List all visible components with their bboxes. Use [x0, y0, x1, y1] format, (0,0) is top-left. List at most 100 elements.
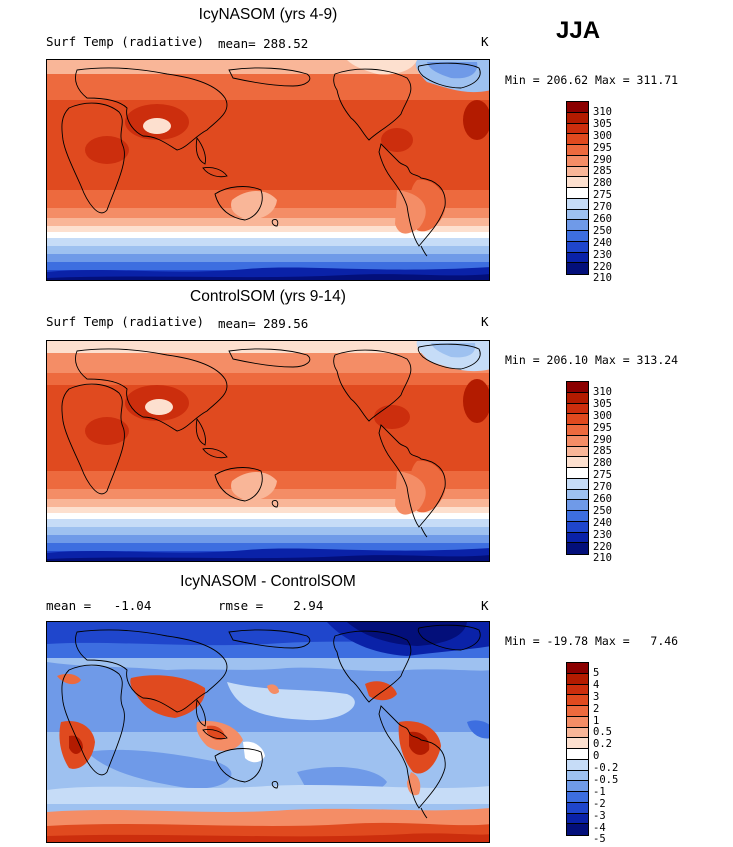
colorbar-tick-label: -0.2 — [593, 762, 619, 775]
colorbar-tick-label: 305 — [593, 117, 612, 130]
colorbar-swatch — [567, 392, 588, 404]
panel-3-rmse-label: rmse = 2.94 — [218, 598, 324, 613]
colorbar-tick-label: 210 — [593, 272, 612, 285]
colorbar-swatch — [567, 792, 588, 803]
colorbar-swatch — [567, 112, 588, 124]
colorbar-tick-label: 220 — [593, 260, 612, 273]
colorbar-swatch — [567, 435, 588, 447]
panel-2-mean-label: mean= 289.56 — [218, 316, 309, 331]
colorbar-swatch — [567, 166, 588, 178]
colorbar-swatch — [567, 382, 588, 393]
colorbar-swatch — [567, 220, 588, 231]
colorbar-tick-label: 310 — [593, 386, 612, 398]
colorbar-tick-label: 295 — [593, 141, 612, 154]
colorbar-swatch — [567, 123, 588, 135]
colorbar-tick-label: 300 — [593, 129, 612, 142]
colorbar-swatch — [567, 425, 588, 436]
colorbar-tick-label: 1 — [593, 714, 600, 727]
colorbar-swatch — [567, 231, 588, 242]
colorbar-swatch — [567, 155, 588, 167]
colorbar-tick-label: -3 — [593, 809, 606, 822]
colorbar-tick-label: 240 — [593, 236, 612, 249]
colorbar-tick-label: 285 — [593, 165, 612, 178]
colorbar-swatch — [567, 802, 588, 814]
colorbar-swatch — [567, 813, 588, 825]
colorbar-swatch — [567, 781, 588, 792]
panel-2-colorbar-labels: 310 305 300 295 290 285 280 275 270 260 250 240 230 2… — [593, 386, 612, 565]
colorbar-tick-label: 5 — [593, 667, 600, 679]
colorbar-swatch — [567, 824, 588, 835]
panel-1-colorbar-labels: 310 305 300 295 290 285 280 275 270 260 250 240 230 2… — [593, 106, 612, 285]
colorbar-swatch — [567, 759, 588, 771]
colorbar-tick-label: 275 — [593, 469, 612, 482]
panel-2-variable-label: Surf Temp (radiative) — [46, 314, 205, 329]
colorbar-tick-label: 220 — [593, 540, 612, 553]
colorbar-tick-label: 275 — [593, 189, 612, 202]
colorbar-tick-label: -5 — [593, 833, 606, 846]
panel-3-colorbar-labels: 5 4 3 2 1 0.5 0.2 0 -0.2 -0.5 -1 -2 -3 -4 -5 — [593, 667, 619, 846]
panel-3-units: K — [481, 598, 489, 613]
colorbar-swatch — [567, 263, 588, 274]
panel-3-minmax: Min = -19.78 Max = 7.46 — [505, 634, 679, 648]
colorbar-tick-label: 305 — [593, 397, 612, 410]
colorbar-swatch — [567, 716, 588, 728]
panel-1-colorbar — [566, 101, 589, 275]
colorbar-swatch — [567, 102, 588, 113]
colorbar-tick-label: 280 — [593, 457, 612, 470]
panel-1-title: IcyNASOM (yrs 4-9) — [198, 6, 338, 23]
colorbar-tick-label: -4 — [593, 821, 606, 834]
colorbar-tick-label: 310 — [593, 106, 612, 118]
colorbar-swatch — [567, 738, 588, 749]
colorbar-swatch — [567, 532, 588, 544]
colorbar-swatch — [567, 414, 588, 425]
colorbar-tick-label: 0 — [593, 750, 600, 763]
panel-1-map — [46, 59, 490, 281]
colorbar-swatch — [567, 511, 588, 522]
colorbar-swatch — [567, 706, 588, 717]
panel-3-map — [46, 621, 490, 843]
colorbar-tick-label: 300 — [593, 409, 612, 422]
colorbar-tick-label: 280 — [593, 177, 612, 190]
panel-3-mean-label: mean = -1.04 — [46, 598, 152, 613]
panel-2-units: K — [481, 314, 489, 329]
colorbar-tick-label: 260 — [593, 493, 612, 506]
colorbar-swatch — [567, 673, 588, 685]
panel-2-minmax: Min = 206.10 Max = 313.24 — [505, 353, 679, 367]
colorbar-swatch — [567, 695, 588, 706]
colorbar-tick-label: 2 — [593, 702, 600, 715]
colorbar-swatch — [567, 489, 588, 501]
colorbar-tick-label: 250 — [593, 504, 612, 517]
colorbar-swatch — [567, 198, 588, 210]
colorbar-swatch — [567, 727, 588, 739]
colorbar-tick-label: 230 — [593, 248, 612, 261]
colorbar-tick-label: 290 — [593, 433, 612, 446]
colorbar-swatch — [567, 177, 588, 188]
colorbar-tick-label: 3 — [593, 690, 600, 703]
colorbar-swatch — [567, 684, 588, 696]
colorbar-swatch — [567, 457, 588, 468]
colorbar-swatch — [567, 468, 588, 479]
colorbar-tick-label: -0.5 — [593, 774, 619, 787]
colorbar-swatch — [567, 188, 588, 199]
panel-1-mean-label: mean= 288.52 — [218, 36, 309, 51]
colorbar-swatch — [567, 478, 588, 490]
colorbar-tick-label: -2 — [593, 797, 606, 810]
colorbar-tick-label: 260 — [593, 213, 612, 226]
colorbar-swatch — [567, 749, 588, 760]
season-label: JJA — [556, 17, 601, 44]
panel-3-title: IcyNASOM - ControlSOM — [180, 573, 356, 590]
colorbar-swatch — [567, 252, 588, 264]
panel-2-title: ControlSOM (yrs 9-14) — [190, 288, 346, 305]
colorbar-swatch — [567, 663, 588, 674]
panel-1-minmax: Min = 206.62 Max = 311.71 — [505, 73, 679, 87]
colorbar-swatch — [567, 145, 588, 156]
colorbar-swatch — [567, 209, 588, 221]
colorbar-tick-label: 4 — [593, 678, 600, 691]
colorbar-tick-label: 285 — [593, 445, 612, 458]
colorbar-tick-label: 210 — [593, 552, 612, 565]
colorbar-tick-label: 230 — [593, 528, 612, 541]
colorbar-swatch — [567, 543, 588, 554]
colorbar-tick-label: 270 — [593, 481, 612, 494]
panel-1-variable-label: Surf Temp (radiative) — [46, 34, 205, 49]
colorbar-swatch — [567, 134, 588, 145]
